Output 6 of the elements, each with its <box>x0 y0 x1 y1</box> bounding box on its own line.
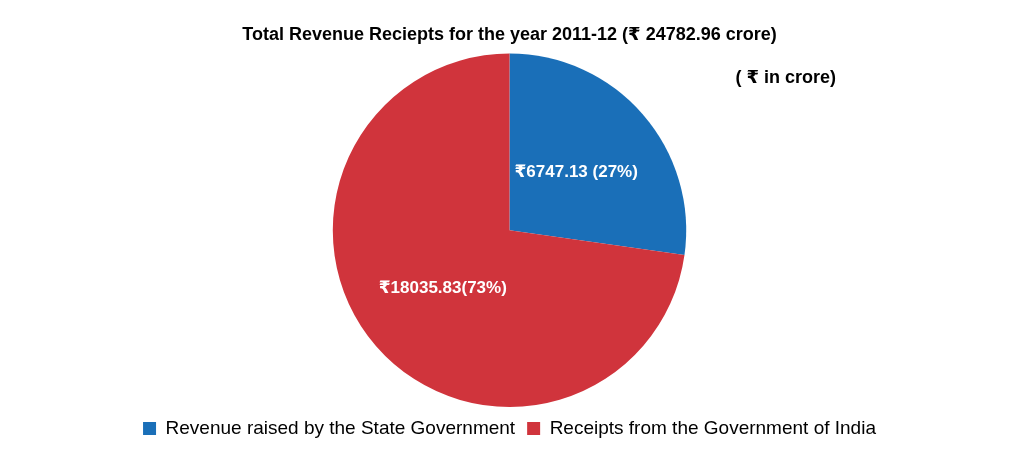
legend-label: Receipts from the Government of India <box>549 416 877 438</box>
text: ( ₹ in crore) <box>735 66 836 87</box>
chart-title: Total Revenue Reciepts for the year 2011-12 (₹ 24782.96 crore) <box>242 23 777 44</box>
legend-label: Revenue raised by the State Government <box>165 416 516 438</box>
data-label: ₹6747.13 (27%) <box>514 162 638 182</box>
data-label: ₹18035.83(73%) <box>378 277 507 297</box>
